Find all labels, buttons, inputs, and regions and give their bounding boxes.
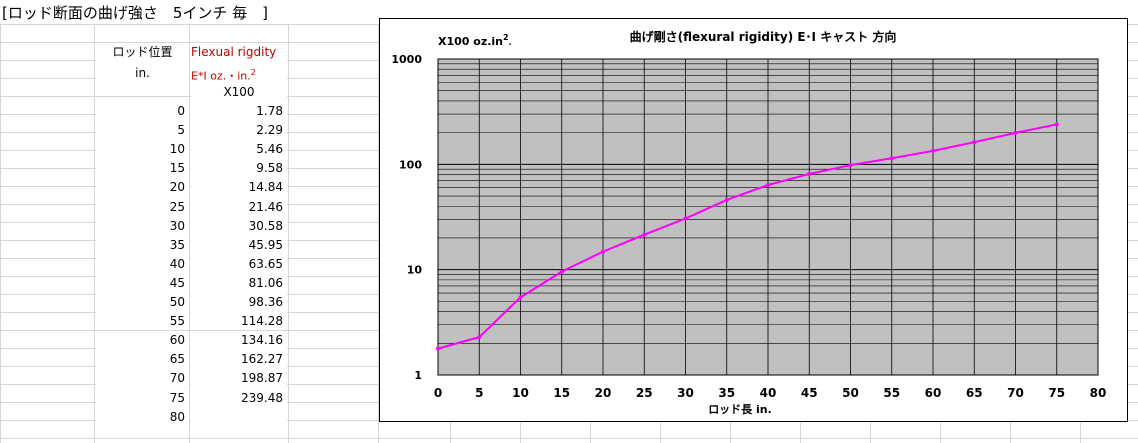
x-tick-label: 80	[1090, 386, 1107, 400]
x-tick-label: 30	[677, 386, 694, 400]
x-axis-label: ロッド長 in.	[708, 403, 772, 416]
ei-unit-exp: 2	[250, 68, 256, 77]
table-ei-cell: 5.46	[191, 140, 287, 159]
chart-title: 曲げ剛さ(flexural rigidity) E･I キャスト 方向	[630, 29, 897, 44]
y-axis-label-base: X100 oz.in	[438, 35, 503, 48]
x-tick-label: 60	[925, 386, 942, 400]
x-tick-label: 5	[475, 386, 483, 400]
table-ei-cell: 1.78	[191, 102, 287, 120]
x-tick-label: 20	[595, 386, 612, 400]
x-tick-label: 35	[718, 386, 735, 400]
data-point	[766, 182, 770, 187]
table-position-cell: 5	[96, 121, 189, 140]
data-point	[1013, 130, 1018, 135]
data-point	[683, 216, 688, 221]
x-tick-label: 25	[636, 386, 653, 400]
sheet-column-line	[378, 24, 379, 443]
x-tick-label: 45	[801, 386, 818, 400]
table-position-cell: 0	[96, 102, 189, 120]
table-ei-cell: 114.28	[191, 312, 287, 331]
x-tick-label: 75	[1048, 386, 1065, 400]
table-position-cell: 70	[96, 369, 189, 388]
data-point	[642, 232, 647, 237]
table-position-cell: 60	[96, 331, 189, 350]
ei-unit: E*I oz.・in.2	[191, 64, 287, 83]
table-position-cell: 35	[96, 235, 189, 254]
y-tick-label: 10	[407, 264, 423, 277]
data-point	[848, 163, 853, 168]
table-position-cell: 10	[96, 140, 189, 159]
table-position-cell: 45	[96, 273, 189, 292]
x-tick-label: 55	[883, 386, 900, 400]
x-tick-label: 15	[553, 386, 570, 400]
data-point	[436, 346, 440, 351]
table-position-cell: 55	[96, 312, 189, 331]
y-axis-label: X100 oz.in2.	[438, 33, 512, 48]
table-position-cell: 20	[96, 178, 189, 197]
x-tick-label: 50	[842, 386, 859, 400]
chart-container: 0 5 10 15 20 25 30 35 40 45 50 55 60 65 70 75 80 1 10 100 10…	[379, 18, 1128, 422]
sheet-column-line	[94, 24, 95, 443]
table-position-cell: 50	[96, 293, 189, 311]
table-ei-cell: 21.46	[191, 197, 287, 216]
y-axis-label-exp: 2	[503, 33, 509, 42]
y-tick-label: 100	[399, 158, 422, 171]
table-ei-cell: 134.16	[191, 331, 287, 350]
sheet-column-line	[189, 24, 190, 443]
x-tick-label: 10	[512, 386, 529, 400]
table-ei-cell: 98.36	[191, 293, 287, 311]
data-point	[724, 197, 729, 202]
table-ei-cell: 239.48	[191, 388, 287, 407]
plot-border	[437, 58, 1099, 376]
series-line	[437, 123, 1057, 350]
table-ei-cell: 81.06	[191, 273, 287, 292]
table-position-cell: 25	[96, 197, 189, 216]
table-position-cell: 15	[96, 159, 189, 178]
table-ei-cell: 162.27	[191, 350, 287, 369]
table-position-cell: 65	[96, 350, 189, 369]
x-tick-label: 40	[760, 386, 777, 400]
table-ei-cell: 2.29	[191, 121, 287, 140]
data-point	[931, 148, 935, 153]
table-ei-cell: 63.65	[191, 254, 287, 273]
data-point	[807, 171, 812, 176]
table-ei-cell: 14.84	[191, 178, 287, 197]
table-ei-cell	[191, 407, 287, 426]
sheet-column-line	[288, 24, 289, 443]
table-ei-cell: 45.95	[191, 235, 287, 254]
sheet-title: [ロッド断面の曲げ強さ 5インチ 毎 ]	[2, 2, 275, 24]
y-tick-label: 1000	[391, 53, 422, 66]
table-ei-cell: 198.87	[191, 369, 287, 388]
x-tick-label: 70	[1007, 386, 1024, 400]
ei-unit-base: E*I oz.・in.	[191, 69, 251, 83]
y-tick-label: 1	[414, 369, 422, 382]
ei-header: Flexual rigdity	[191, 43, 287, 61]
ei-scale: X100	[191, 83, 287, 101]
chart-svg: 0 5 10 15 20 25 30 35 40 45 50 55 60 65 70 75 80 1 10 100 10…	[391, 29, 1107, 416]
position-unit: in.	[96, 64, 189, 82]
x-tick-label: 65	[966, 386, 983, 400]
table-position-cell: 80	[96, 407, 189, 426]
position-header: ロッド位置	[96, 43, 189, 61]
table-position-cell: 40	[96, 254, 189, 273]
data-point	[1054, 122, 1059, 127]
data-point	[889, 156, 894, 161]
table-ei-cell: 30.58	[191, 216, 287, 235]
data-point	[601, 249, 605, 254]
table-position-cell: 75	[96, 388, 189, 407]
data-point	[972, 140, 977, 145]
data-point	[559, 269, 564, 274]
x-tick-label: 0	[434, 386, 442, 400]
table-position-cell: 30	[96, 216, 189, 235]
data-point	[518, 295, 523, 300]
data-point	[477, 335, 482, 340]
y-axis-label-suffix: .	[509, 38, 512, 47]
table-ei-cell: 9.58	[191, 159, 287, 178]
